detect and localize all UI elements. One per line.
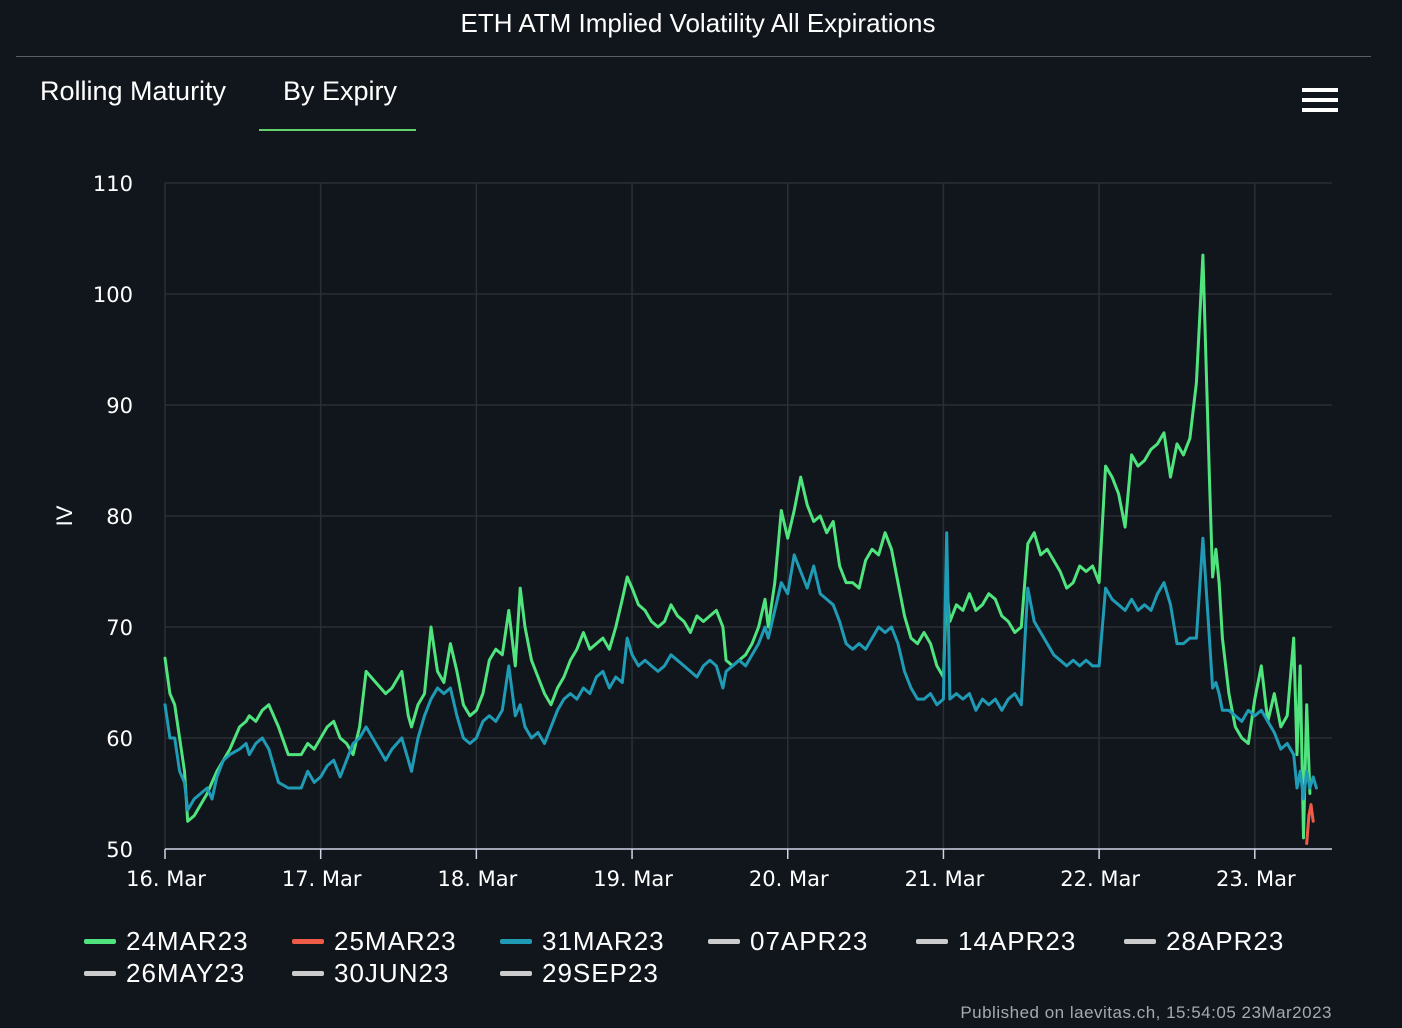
legend-swatch <box>708 939 740 944</box>
x-tick-label: 20. Mar <box>749 867 829 891</box>
x-tick-label: 21. Mar <box>905 867 985 891</box>
x-tick-label: 18. Mar <box>438 867 518 891</box>
title-divider <box>16 56 1371 57</box>
active-tab-indicator <box>259 129 416 131</box>
credits-text: Published on laevitas.ch, 15:54:05 23Mar… <box>960 1003 1332 1022</box>
legend-swatch <box>84 939 116 944</box>
series-line-31mar23 <box>163 531 1318 812</box>
menu-bar-bottom <box>1302 108 1338 112</box>
y-tick-label: 70 <box>106 616 133 640</box>
y-tick-label: 90 <box>106 394 133 418</box>
grid <box>164 182 1332 849</box>
legend-label: 28APR23 <box>1166 926 1285 956</box>
series-line-24mar23 <box>163 253 1312 840</box>
legend-swatch <box>292 939 324 944</box>
y-tick-label: 60 <box>106 727 133 751</box>
y-tick-label: 100 <box>93 283 133 307</box>
y-tick-label: 80 <box>106 505 133 529</box>
y-tick-label: 50 <box>106 838 133 862</box>
legend-label: 24MAR23 <box>126 926 249 956</box>
hamburger-menu-icon[interactable] <box>1300 86 1340 116</box>
y-tick-label: 110 <box>93 172 133 196</box>
series-line-25mar23 <box>1305 803 1315 845</box>
tab-by-expiry[interactable]: By Expiry <box>283 76 398 106</box>
x-tick-label: 19. Mar <box>593 867 673 891</box>
chart-title: ETH ATM Implied Volatility All Expiratio… <box>460 8 936 38</box>
legend-label: 25MAR23 <box>334 926 457 956</box>
axes: 50 60 70 80 90 100 110 16. Mar 17. Mar 18. Mar 19.… <box>93 172 1332 891</box>
menu-bar-top <box>1302 88 1338 92</box>
legend-label: 14APR23 <box>958 926 1077 956</box>
tab-rolling-maturity[interactable]: Rolling Maturity <box>40 76 227 106</box>
x-tick-label: 23. Mar <box>1216 867 1296 891</box>
legend-swatch <box>916 939 948 944</box>
legend-swatch <box>84 971 116 976</box>
menu-bar-middle <box>1302 98 1338 102</box>
legend-label: 07APR23 <box>750 926 869 956</box>
legend-label: 29SEP23 <box>542 958 659 988</box>
x-tick-label: 22. Mar <box>1060 867 1140 891</box>
legend-label: 30JUN23 <box>334 958 450 988</box>
x-tick-label: 17. Mar <box>282 867 362 891</box>
chart-plot: 50 60 70 80 90 100 110 16. Mar 17. Mar 18. Mar 19.… <box>52 172 1332 891</box>
y-axis-label: IV <box>52 505 77 526</box>
legend-swatch <box>1124 939 1156 944</box>
series-lines <box>163 253 1318 845</box>
legend-swatch <box>500 971 532 976</box>
legend-label: 26MAY23 <box>126 958 246 988</box>
x-tick-label: 16. Mar <box>126 867 206 891</box>
legend-swatch <box>500 939 532 944</box>
legend-swatch <box>292 971 324 976</box>
legend-label: 31MAR23 <box>542 926 665 956</box>
